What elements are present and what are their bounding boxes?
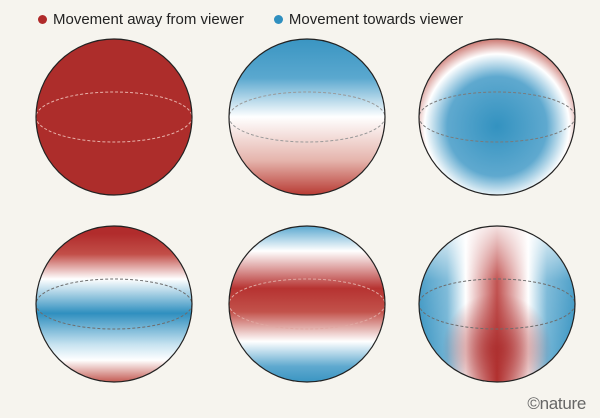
blue-dot-icon: [273, 15, 283, 24]
legend-item-towards: Movement towards viewer: [273, 11, 464, 28]
sphere-red-equator-blue-poles: [228, 225, 386, 383]
sphere-red-vertical-band: [418, 225, 576, 383]
red-dot-icon: [38, 15, 47, 24]
legend: Movement away from viewer Movement towar…: [38, 11, 493, 28]
legend-item-away: Movement away from viewer: [38, 11, 244, 28]
sphere-red-poles-blue-band: [35, 225, 193, 383]
sphere-red-rim-blue-center: [418, 38, 576, 196]
nature-credit: ©nature: [527, 394, 586, 413]
legend-away-label: Movement away from viewer: [53, 11, 244, 28]
sphere-blue-top-red-bottom: [228, 38, 386, 196]
legend-towards-label: Movement towards viewer: [288, 11, 464, 28]
sphere-uniform-away: [35, 38, 193, 196]
